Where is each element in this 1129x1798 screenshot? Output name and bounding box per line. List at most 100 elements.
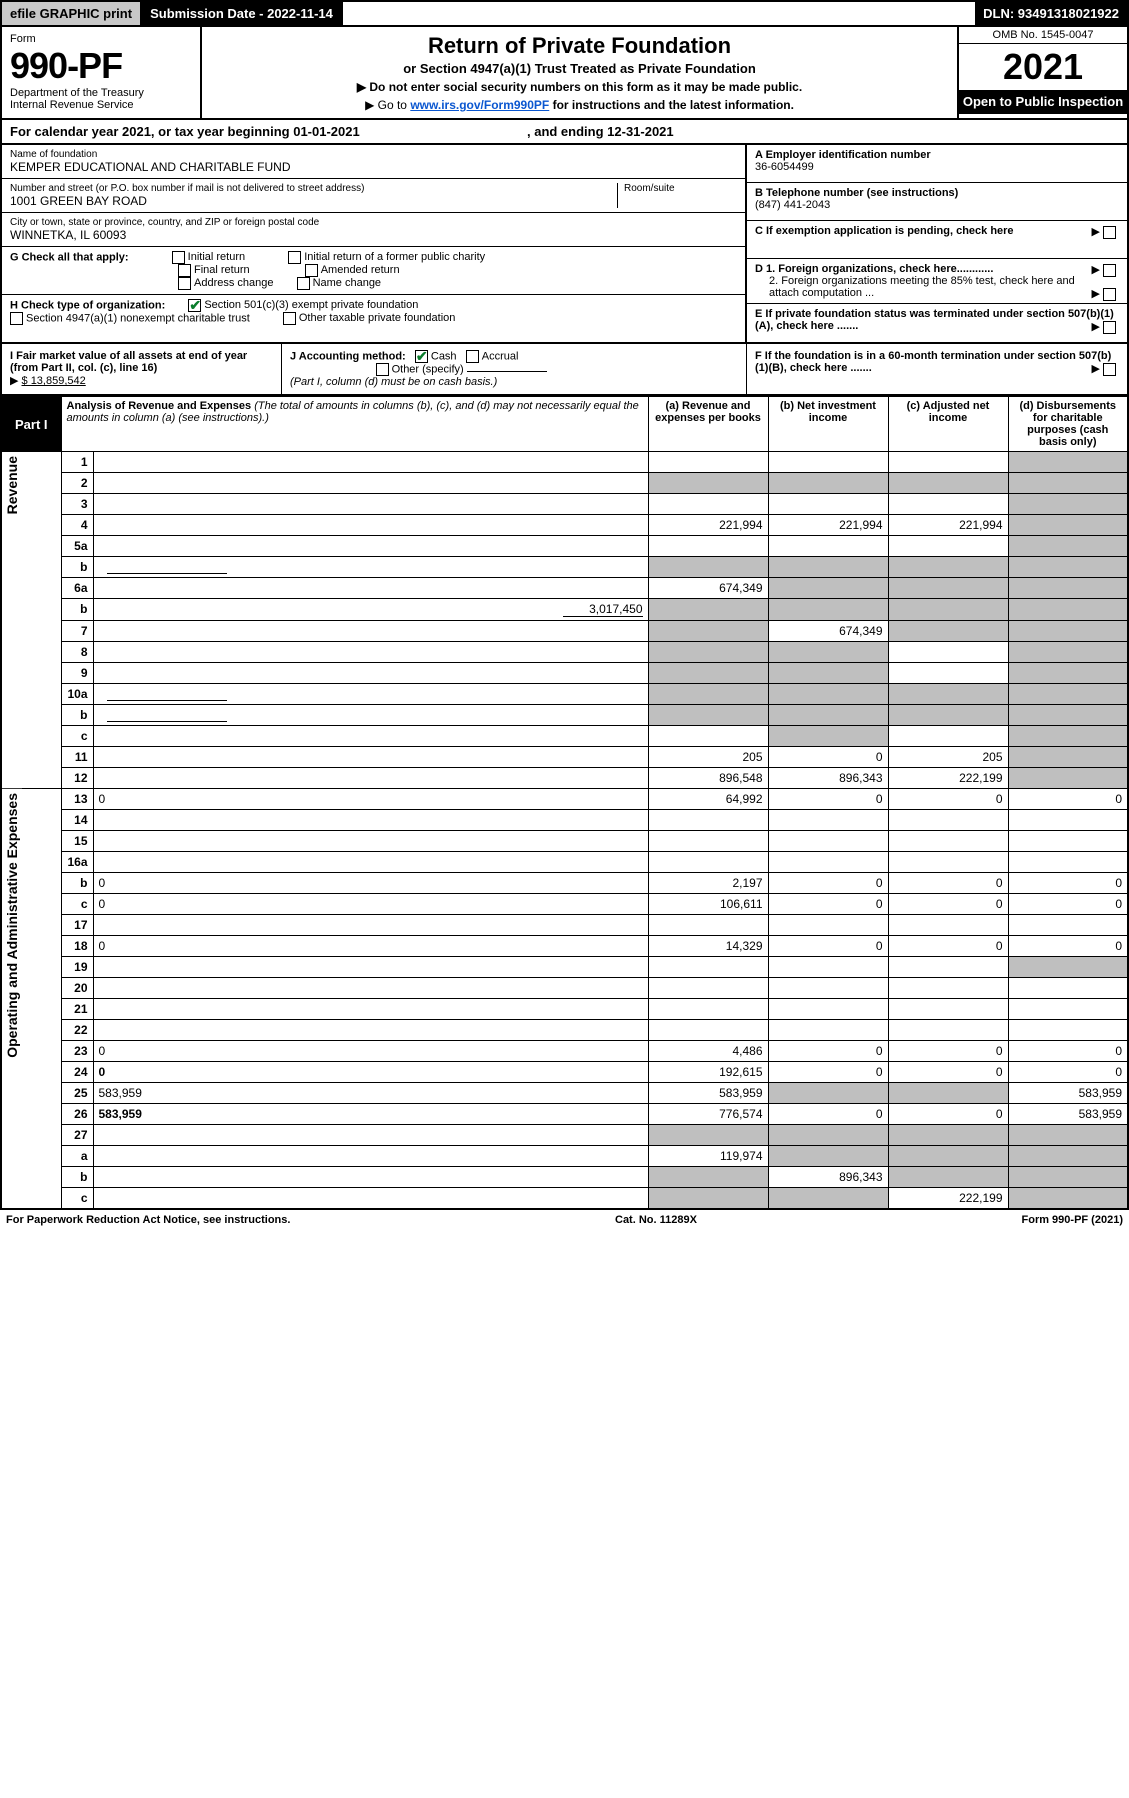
table-row: 4221,994221,994221,994 <box>1 515 1128 536</box>
line-description <box>93 852 648 873</box>
cell-d <box>1008 621 1128 642</box>
line-description <box>93 705 648 726</box>
line-description: 0 <box>93 1062 648 1083</box>
cell-c <box>888 578 1008 599</box>
checkbox-name-change[interactable] <box>297 277 310 290</box>
cell-c <box>888 957 1008 978</box>
g-opt-0: Initial return <box>188 251 245 263</box>
cell-a <box>648 852 768 873</box>
checkbox-d2[interactable] <box>1103 288 1116 301</box>
cell-b: 896,343 <box>768 768 888 789</box>
cell-d <box>1008 536 1128 557</box>
open-to-public: Open to Public Inspection <box>959 90 1127 114</box>
cell-b <box>768 599 888 621</box>
cell-d: 583,959 <box>1008 1083 1128 1104</box>
line-description <box>93 684 648 705</box>
line-number: b <box>61 599 93 621</box>
checkbox-other-taxable[interactable] <box>283 312 296 325</box>
table-row: c0106,611000 <box>1 894 1128 915</box>
cell-b <box>768 663 888 684</box>
cell-c <box>888 1125 1008 1146</box>
cell-c <box>888 831 1008 852</box>
line-number: 19 <box>61 957 93 978</box>
line-number: b <box>61 1167 93 1188</box>
i-label: I Fair market value of all assets at end… <box>10 350 247 374</box>
line-number: 27 <box>61 1125 93 1146</box>
cell-d <box>1008 747 1128 768</box>
ein-label: A Employer identification number <box>755 149 1119 161</box>
cell-a <box>648 536 768 557</box>
checkbox-initial-return[interactable] <box>172 251 185 264</box>
checkbox-amended-return[interactable] <box>305 264 318 277</box>
checkbox-cash[interactable] <box>415 350 428 363</box>
table-row: Operating and Administrative Expenses130… <box>1 789 1128 810</box>
efile-label: efile GRAPHIC print <box>2 2 142 25</box>
table-row: 8 <box>1 642 1128 663</box>
checkbox-e[interactable] <box>1103 321 1116 334</box>
line-description: 0 <box>93 789 648 810</box>
line-description <box>93 978 648 999</box>
line-description: 0 <box>93 873 648 894</box>
checkbox-address-change[interactable] <box>178 277 191 290</box>
table-row: 2 <box>1 473 1128 494</box>
line-description: 3,017,450 <box>93 599 648 621</box>
checkbox-initial-return-former[interactable] <box>288 251 301 264</box>
line-description <box>93 810 648 831</box>
revenue-section-label: Revenue <box>2 452 22 518</box>
city: WINNETKA, IL 60093 <box>10 228 737 242</box>
section-j: J Accounting method: Cash Accrual Other … <box>282 344 747 394</box>
cell-b <box>768 494 888 515</box>
line-description: 0 <box>93 894 648 915</box>
cell-d: 0 <box>1008 894 1128 915</box>
checkbox-final-return[interactable] <box>178 264 191 277</box>
line-number: 20 <box>61 978 93 999</box>
cell-a <box>648 810 768 831</box>
cell-d <box>1008 810 1128 831</box>
line-description <box>93 831 648 852</box>
irs-link[interactable]: www.irs.gov/Form990PF <box>410 98 549 112</box>
table-row: 17 <box>1 915 1128 936</box>
line-number: 26 <box>61 1104 93 1125</box>
expenses-section-label: Operating and Administrative Expenses <box>2 789 22 1062</box>
cell-a: 106,611 <box>648 894 768 915</box>
cell-a <box>648 663 768 684</box>
table-row: Revenue1 <box>1 452 1128 473</box>
checkbox-other-method[interactable] <box>376 363 389 376</box>
checkbox-501c3[interactable] <box>188 299 201 312</box>
inline-value: 3,017,450 <box>563 602 643 617</box>
room-label: Room/suite <box>624 183 737 194</box>
part1-tag: Part I <box>1 397 61 452</box>
footer-left: For Paperwork Reduction Act Notice, see … <box>6 1214 290 1226</box>
cell-c <box>888 915 1008 936</box>
cell-b <box>768 536 888 557</box>
checkbox-accrual[interactable] <box>466 350 479 363</box>
table-row: b896,343 <box>1 1167 1128 1188</box>
line-description: 0 <box>93 936 648 957</box>
checkbox-d1[interactable] <box>1103 264 1116 277</box>
checkbox-4947a1[interactable] <box>10 312 23 325</box>
ein-cell: A Employer identification number 36-6054… <box>747 145 1127 183</box>
omb-number: OMB No. 1545-0047 <box>959 27 1127 44</box>
line-description <box>93 915 648 936</box>
cell-c <box>888 599 1008 621</box>
checkbox-c[interactable] <box>1103 226 1116 239</box>
col-c-header: (c) Adjusted net income <box>888 397 1008 452</box>
section-h: H Check type of organization: Section 50… <box>2 295 745 329</box>
cell-a: 896,548 <box>648 768 768 789</box>
table-row: 9 <box>1 663 1128 684</box>
table-row: c <box>1 726 1128 747</box>
line-number: 3 <box>61 494 93 515</box>
line-number: 10a <box>61 684 93 705</box>
cell-b <box>768 642 888 663</box>
section-g: G Check all that apply: Initial return I… <box>2 247 745 295</box>
cell-b <box>768 1188 888 1210</box>
table-row: b <box>1 557 1128 578</box>
submission-date: Submission Date - 2022-11-14 <box>142 2 343 25</box>
cell-c: 0 <box>888 1062 1008 1083</box>
checkbox-f[interactable] <box>1103 363 1116 376</box>
cell-b: 0 <box>768 1104 888 1125</box>
table-row: 10a <box>1 684 1128 705</box>
instr-2-pre: ▶ Go to <box>365 98 410 112</box>
tax-year: 2021 <box>959 44 1127 90</box>
table-row: 2304,486000 <box>1 1041 1128 1062</box>
